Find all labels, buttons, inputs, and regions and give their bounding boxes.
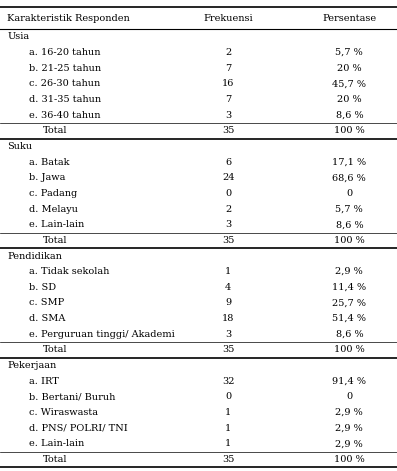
Text: 1: 1 bbox=[225, 408, 231, 417]
Text: 3: 3 bbox=[225, 111, 231, 120]
Text: Usia: Usia bbox=[7, 32, 29, 41]
Text: 100 %: 100 % bbox=[334, 126, 365, 135]
Text: 0: 0 bbox=[225, 392, 231, 401]
Text: a. 16-20 tahun: a. 16-20 tahun bbox=[29, 48, 100, 57]
Text: 45,7 %: 45,7 % bbox=[332, 80, 366, 89]
Text: Total: Total bbox=[43, 345, 67, 354]
Text: c. SMP: c. SMP bbox=[29, 299, 64, 308]
Text: 100 %: 100 % bbox=[334, 345, 365, 354]
Text: 0: 0 bbox=[346, 189, 353, 198]
Text: 25,7 %: 25,7 % bbox=[332, 299, 366, 308]
Text: 32: 32 bbox=[222, 377, 235, 386]
Text: 100 %: 100 % bbox=[334, 455, 365, 464]
Text: Persentase: Persentase bbox=[322, 14, 376, 23]
Text: 8,6 %: 8,6 % bbox=[335, 220, 363, 229]
Text: 4: 4 bbox=[225, 283, 231, 292]
Text: e. Perguruan tinggi/ Akademi: e. Perguruan tinggi/ Akademi bbox=[29, 330, 175, 339]
Text: Total: Total bbox=[43, 126, 67, 135]
Text: 100 %: 100 % bbox=[334, 236, 365, 245]
Text: 2: 2 bbox=[225, 204, 231, 213]
Text: Pendidikan: Pendidikan bbox=[7, 252, 62, 260]
Text: Suku: Suku bbox=[7, 142, 32, 151]
Text: e. 36-40 tahun: e. 36-40 tahun bbox=[29, 111, 100, 120]
Text: 5,7 %: 5,7 % bbox=[335, 204, 363, 213]
Text: 16: 16 bbox=[222, 80, 235, 89]
Text: 68,6 %: 68,6 % bbox=[332, 173, 366, 182]
Text: d. Melayu: d. Melayu bbox=[29, 204, 78, 213]
Text: 11,4 %: 11,4 % bbox=[332, 283, 366, 292]
Text: 2,9 %: 2,9 % bbox=[335, 423, 363, 433]
Text: d. 31-35 tahun: d. 31-35 tahun bbox=[29, 95, 101, 104]
Text: 24: 24 bbox=[222, 173, 235, 182]
Text: Karakteristik Responden: Karakteristik Responden bbox=[7, 14, 130, 23]
Text: Total: Total bbox=[43, 236, 67, 245]
Text: d. PNS/ POLRI/ TNI: d. PNS/ POLRI/ TNI bbox=[29, 423, 128, 433]
Text: 8,6 %: 8,6 % bbox=[335, 111, 363, 120]
Text: 2,9 %: 2,9 % bbox=[335, 408, 363, 417]
Text: 91,4 %: 91,4 % bbox=[332, 377, 366, 386]
Text: b. SD: b. SD bbox=[29, 283, 56, 292]
Text: d. SMA: d. SMA bbox=[29, 314, 66, 323]
Text: c. Wiraswasta: c. Wiraswasta bbox=[29, 408, 98, 417]
Text: Total: Total bbox=[43, 455, 67, 464]
Text: 2: 2 bbox=[225, 48, 231, 57]
Text: b. 21-25 tahun: b. 21-25 tahun bbox=[29, 64, 101, 73]
Text: a. Tidak sekolah: a. Tidak sekolah bbox=[29, 267, 109, 276]
Text: 7: 7 bbox=[225, 64, 231, 73]
Text: 1: 1 bbox=[225, 439, 231, 448]
Text: 5,7 %: 5,7 % bbox=[335, 48, 363, 57]
Text: 20 %: 20 % bbox=[337, 95, 362, 104]
Text: e. Lain-lain: e. Lain-lain bbox=[29, 220, 84, 229]
Text: 2,9 %: 2,9 % bbox=[335, 267, 363, 276]
Text: 0: 0 bbox=[225, 189, 231, 198]
Text: b. Jawa: b. Jawa bbox=[29, 173, 66, 182]
Text: 1: 1 bbox=[225, 267, 231, 276]
Text: b. Bertani/ Buruh: b. Bertani/ Buruh bbox=[29, 392, 116, 401]
Text: 51,4 %: 51,4 % bbox=[332, 314, 366, 323]
Text: Pekerjaan: Pekerjaan bbox=[7, 361, 56, 370]
Text: 20 %: 20 % bbox=[337, 64, 362, 73]
Text: 8,6 %: 8,6 % bbox=[335, 330, 363, 339]
Text: 35: 35 bbox=[222, 455, 235, 464]
Text: Frekuensi: Frekuensi bbox=[203, 14, 253, 23]
Text: a. Batak: a. Batak bbox=[29, 158, 69, 167]
Text: 2,9 %: 2,9 % bbox=[335, 439, 363, 448]
Text: 35: 35 bbox=[222, 345, 235, 354]
Text: e. Lain-lain: e. Lain-lain bbox=[29, 439, 84, 448]
Text: c. Padang: c. Padang bbox=[29, 189, 77, 198]
Text: 0: 0 bbox=[346, 392, 353, 401]
Text: 6: 6 bbox=[225, 158, 231, 167]
Text: 35: 35 bbox=[222, 236, 235, 245]
Text: 35: 35 bbox=[222, 126, 235, 135]
Text: 7: 7 bbox=[225, 95, 231, 104]
Text: c. 26-30 tahun: c. 26-30 tahun bbox=[29, 80, 100, 89]
Text: 17,1 %: 17,1 % bbox=[332, 158, 366, 167]
Text: 9: 9 bbox=[225, 299, 231, 308]
Text: 1: 1 bbox=[225, 423, 231, 433]
Text: 3: 3 bbox=[225, 330, 231, 339]
Text: 3: 3 bbox=[225, 220, 231, 229]
Text: a. IRT: a. IRT bbox=[29, 377, 59, 386]
Text: 18: 18 bbox=[222, 314, 235, 323]
